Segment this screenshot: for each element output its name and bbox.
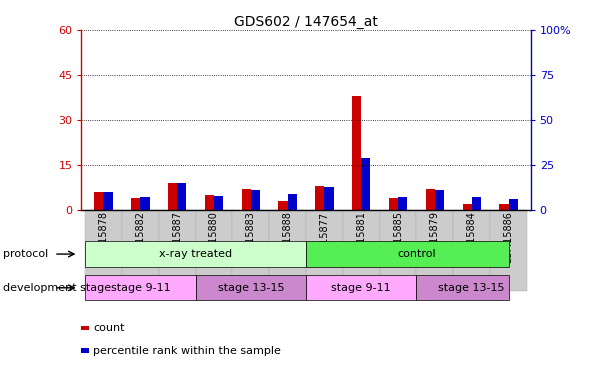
Bar bbox=[104, 192, 113, 210]
Bar bbox=[306, 210, 343, 291]
Bar bbox=[94, 192, 104, 210]
Bar bbox=[508, 199, 518, 210]
Bar bbox=[426, 189, 435, 210]
Bar bbox=[168, 183, 177, 210]
Bar bbox=[279, 201, 288, 210]
Text: protocol: protocol bbox=[3, 249, 48, 259]
Bar bbox=[463, 204, 472, 210]
Text: stage 9-11: stage 9-11 bbox=[110, 283, 170, 293]
Text: percentile rank within the sample: percentile rank within the sample bbox=[93, 346, 282, 355]
Bar bbox=[389, 198, 398, 210]
Bar bbox=[361, 158, 370, 210]
Bar bbox=[352, 96, 361, 210]
Bar bbox=[131, 198, 140, 210]
Bar bbox=[380, 210, 417, 291]
Bar bbox=[205, 195, 214, 210]
Bar bbox=[315, 186, 324, 210]
Bar bbox=[140, 197, 150, 210]
Text: stage 13-15: stage 13-15 bbox=[218, 283, 284, 293]
Bar bbox=[85, 275, 195, 300]
Bar bbox=[499, 204, 508, 210]
Bar bbox=[306, 275, 417, 300]
Bar bbox=[159, 210, 195, 291]
Text: control: control bbox=[397, 249, 436, 259]
Bar bbox=[232, 210, 269, 291]
Bar bbox=[417, 210, 453, 291]
Text: stage 9-11: stage 9-11 bbox=[332, 283, 391, 293]
Bar bbox=[122, 210, 159, 291]
Bar bbox=[417, 275, 508, 300]
Bar bbox=[453, 210, 490, 291]
Bar bbox=[177, 183, 186, 210]
Bar bbox=[288, 194, 297, 210]
Bar bbox=[398, 197, 407, 210]
Title: GDS602 / 147654_at: GDS602 / 147654_at bbox=[234, 15, 378, 29]
Text: stage 13-15: stage 13-15 bbox=[438, 283, 505, 293]
Bar bbox=[269, 210, 306, 291]
Bar bbox=[472, 197, 481, 210]
Bar bbox=[195, 210, 232, 291]
Bar bbox=[324, 187, 333, 210]
Bar bbox=[251, 190, 260, 210]
Bar bbox=[490, 210, 527, 291]
Bar bbox=[435, 190, 444, 210]
Bar bbox=[242, 189, 251, 210]
Text: count: count bbox=[93, 323, 125, 333]
Text: development stage: development stage bbox=[3, 283, 111, 293]
Bar bbox=[343, 210, 380, 291]
Text: x-ray treated: x-ray treated bbox=[159, 249, 232, 259]
Bar bbox=[85, 210, 122, 291]
Bar bbox=[306, 242, 508, 267]
Bar bbox=[214, 196, 223, 210]
Bar bbox=[195, 275, 306, 300]
Bar bbox=[85, 242, 306, 267]
